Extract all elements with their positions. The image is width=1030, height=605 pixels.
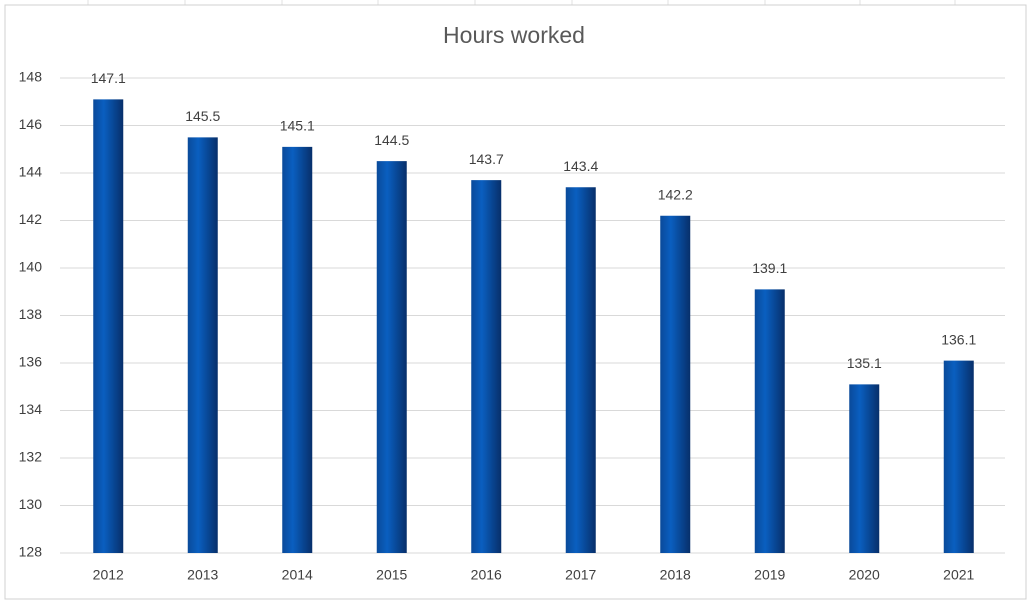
y-tick-label: 136 (19, 354, 43, 370)
bar (849, 384, 880, 553)
x-tick-label: 2019 (754, 567, 785, 583)
data-label: 136.1 (941, 331, 976, 347)
data-label: 143.4 (563, 158, 598, 174)
bar (943, 360, 974, 553)
y-tick-label: 148 (19, 69, 43, 85)
bar (187, 137, 218, 553)
x-tick-label: 2016 (471, 567, 502, 583)
chart-title: Hours worked (443, 22, 585, 48)
x-tick-label: 2015 (376, 567, 407, 583)
y-tick-label: 138 (19, 306, 43, 322)
y-tick-label: 142 (19, 211, 43, 227)
bar (660, 215, 691, 553)
x-tick-label: 2021 (943, 567, 974, 583)
bar (754, 289, 785, 553)
data-label: 143.7 (469, 151, 504, 167)
x-tick-label: 2017 (565, 567, 596, 583)
sheet-grid (87, 0, 956, 5)
y-tick-label: 140 (19, 259, 43, 275)
x-tick-label: 2020 (849, 567, 880, 583)
y-tick-label: 130 (19, 496, 43, 512)
data-label: 145.5 (185, 108, 220, 124)
x-tick-label: 2018 (660, 567, 691, 583)
data-label: 145.1 (280, 118, 315, 134)
x-tick-label: 2014 (282, 567, 313, 583)
y-tick-label: 134 (19, 401, 43, 417)
x-tick-label: 2013 (187, 567, 218, 583)
data-label: 135.1 (847, 355, 882, 371)
bar (93, 99, 124, 553)
x-tick-label: 2012 (93, 567, 124, 583)
y-tick-label: 128 (19, 544, 43, 560)
bar (376, 161, 407, 553)
data-label: 142.2 (658, 186, 693, 202)
data-label: 147.1 (91, 70, 126, 86)
bar (471, 180, 502, 553)
y-tick-label: 132 (19, 449, 43, 465)
y-tick-label: 146 (19, 116, 43, 132)
y-tick-label: 144 (19, 164, 43, 180)
bar (565, 187, 596, 553)
data-label: 144.5 (374, 132, 409, 148)
data-label: 139.1 (752, 260, 787, 276)
bar (282, 146, 313, 553)
